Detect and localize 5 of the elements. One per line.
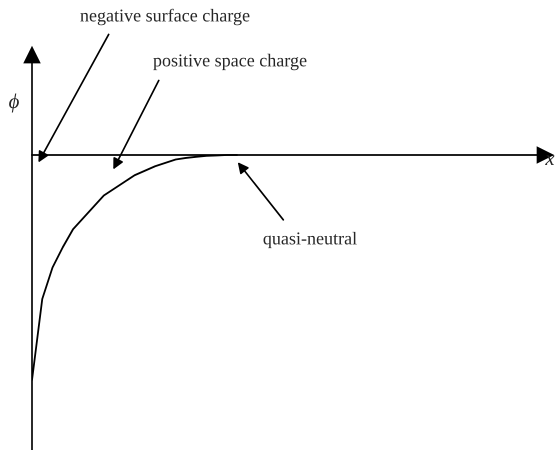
x-axis-title: x: [545, 155, 554, 166]
annotation: quasi-neutral: [264, 232, 357, 248]
y-axis-title: ϕ: [9, 94, 19, 112]
text: negative surface charge: [80, 8, 250, 26]
text: positive space charge: [153, 54, 306, 70]
